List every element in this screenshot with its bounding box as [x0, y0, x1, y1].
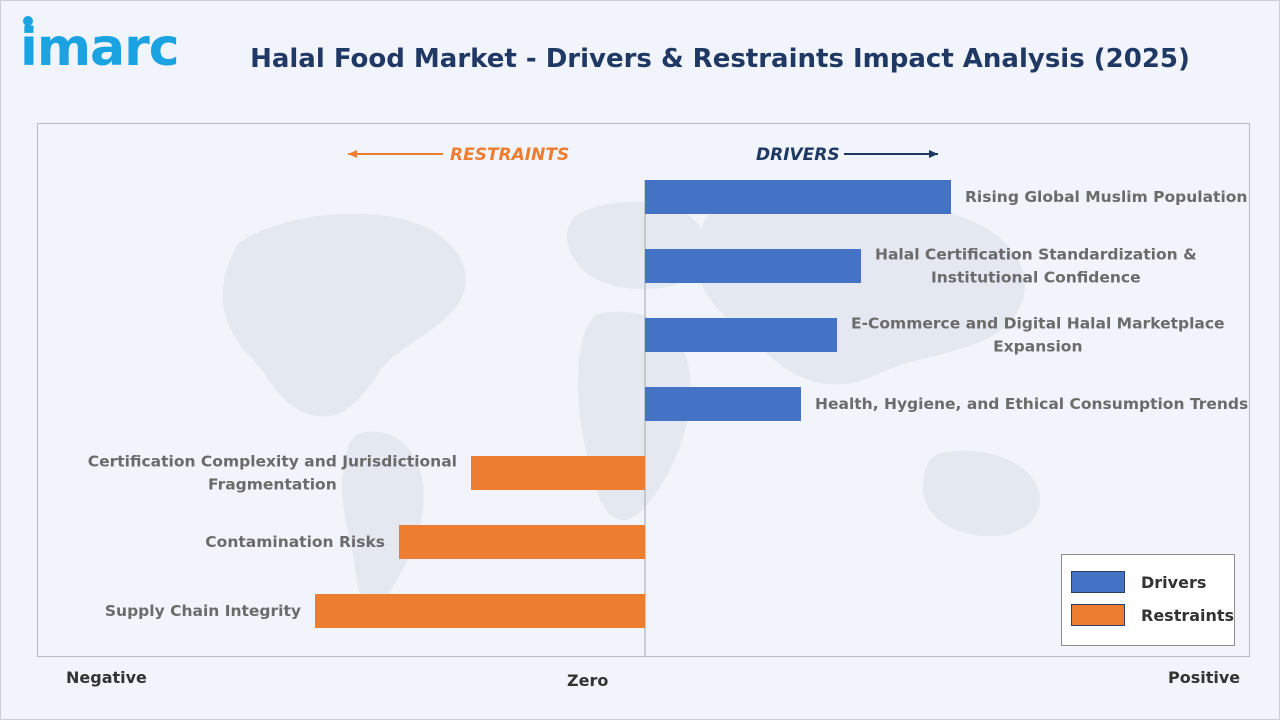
category-label-6: Supply Chain Integrity [105, 602, 301, 620]
legend-item-drivers: Drivers [1071, 570, 1206, 594]
category-label-4: Certification Complexity and Jurisdictio… [88, 453, 457, 494]
bar-2 [645, 318, 837, 352]
legend-label-restraints: Restraints [1141, 605, 1235, 625]
bar-1 [645, 249, 861, 283]
bar-chart: RESTRAINTS DRIVERS Rising Global Muslim Po… [88, 145, 1248, 656]
category-label-5: Contamination Risks [205, 533, 385, 551]
logo-dot [23, 16, 33, 26]
chart-title: Halal Food Market - Drivers & Restraints… [250, 44, 1190, 74]
restraints-direction-label: RESTRAINTS [450, 145, 569, 165]
axis-label-zero: Zero [567, 671, 609, 690]
drivers-arrow-head [929, 150, 938, 158]
legend-item-restraints: Restraints [1071, 603, 1234, 627]
category-label-1: Halal Certification Standardization & Ins… [875, 246, 1197, 287]
legend: Drivers Restraints [1061, 554, 1235, 646]
legend-swatch-restraints [1071, 604, 1125, 626]
plot-area: RESTRAINTS DRIVERS Rising Global Muslim Po… [37, 123, 1250, 657]
bar-3 [645, 387, 801, 421]
category-label-0: Rising Global Muslim Population [965, 188, 1247, 206]
axis-label-positive: Positive [1168, 668, 1241, 687]
imarc-logo: imarc [20, 18, 180, 78]
legend-swatch-drivers [1071, 571, 1125, 593]
legend-label-drivers: Drivers [1141, 572, 1207, 592]
bar-6 [315, 594, 645, 628]
category-label-2: E-Commerce and Digital Halal Marketplace… [851, 315, 1225, 356]
restraints-arrow-head [348, 150, 357, 158]
category-label-3: Health, Hygiene, and Ethical Consumption… [815, 395, 1248, 413]
bar-4 [471, 456, 645, 490]
drivers-direction-label: DRIVERS [756, 145, 840, 165]
axis-label-negative: Negative [66, 668, 147, 687]
bar-0 [645, 180, 951, 214]
bar-5 [399, 525, 645, 559]
